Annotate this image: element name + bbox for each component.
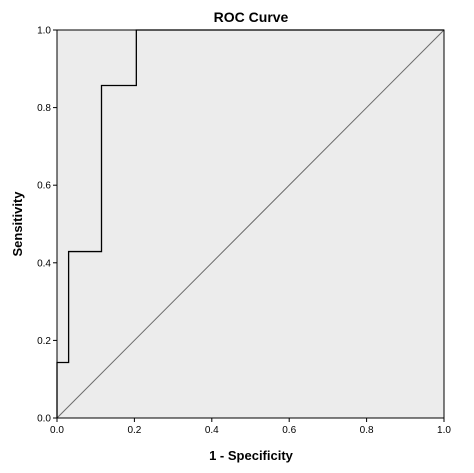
- y-tick-label: 0.4: [37, 258, 51, 269]
- y-tick-label: 0.0: [37, 414, 51, 425]
- x-tick-label: 0.8: [360, 425, 374, 436]
- y-tick-label: 0.8: [37, 103, 51, 114]
- y-axis-label: Sensitivity: [10, 191, 25, 257]
- reference-diagonal-line: [56, 29, 445, 419]
- y-tick-label: 0.2: [37, 336, 51, 347]
- chart-title: ROC Curve: [214, 9, 289, 25]
- y-axis-ticks: 0.0 0.2 0.4 0.6 0.8 1.0: [37, 26, 57, 425]
- x-tick-label: 0.0: [50, 425, 64, 436]
- roc-curve-line: [56, 29, 444, 418]
- plot-frame: [56, 29, 445, 419]
- x-tick-label: 0.6: [282, 425, 296, 436]
- x-axis-label: 1 - Specificity: [209, 448, 294, 463]
- x-tick-label: 1.0: [437, 425, 451, 436]
- y-tick-label: 1.0: [37, 26, 51, 37]
- x-tick-label: 0.4: [205, 425, 219, 436]
- y-tick-label: 0.6: [37, 181, 51, 192]
- x-axis-ticks: 0.0 0.2 0.4 0.6 0.8 1.0: [50, 418, 451, 436]
- reference-line-layer: [56, 29, 445, 419]
- x-tick-label: 0.2: [127, 425, 141, 436]
- roc-curve-layer: [56, 29, 444, 418]
